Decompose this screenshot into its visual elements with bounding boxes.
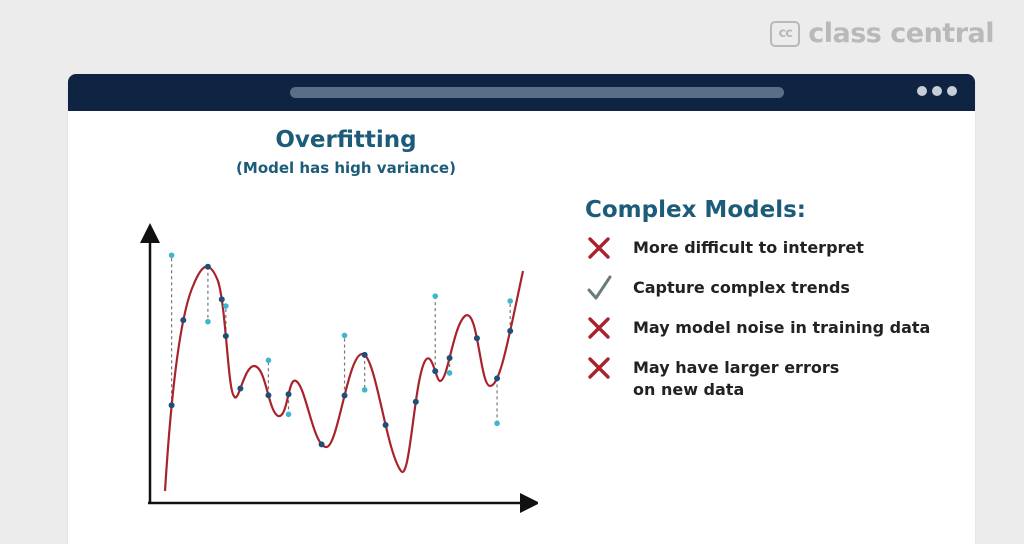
item-text: More difficult to interpret xyxy=(633,238,864,257)
training-point xyxy=(168,402,175,409)
training-point xyxy=(341,392,348,399)
test-point xyxy=(223,303,229,309)
test-point xyxy=(507,298,513,304)
training-point xyxy=(285,391,292,398)
test-point xyxy=(361,387,368,393)
cross-icon xyxy=(588,317,610,339)
training-point xyxy=(318,441,325,448)
diagram-title: Overfitting xyxy=(275,127,417,153)
overfit-curve xyxy=(163,265,525,492)
training-point xyxy=(218,296,225,303)
data-points xyxy=(168,252,514,448)
training-point xyxy=(382,422,389,429)
test-point xyxy=(168,252,175,259)
diagram-subtitle: (Model has high variance) xyxy=(236,159,456,177)
pro-con-item: More difficult to interpret xyxy=(585,237,965,262)
menu-dot xyxy=(917,86,927,96)
check-icon xyxy=(587,275,612,300)
test-point xyxy=(494,420,500,427)
menu-dot xyxy=(947,86,957,96)
training-point xyxy=(432,368,439,375)
test-point xyxy=(265,357,272,364)
training-point xyxy=(237,385,244,392)
brand-name: class central xyxy=(808,18,994,49)
training-point xyxy=(180,317,187,324)
test-point xyxy=(205,318,211,325)
pro-con-item: May have larger errors on new data xyxy=(585,357,965,401)
cross-icon xyxy=(588,357,610,379)
test-point xyxy=(432,293,439,299)
menu-dot xyxy=(932,86,942,96)
training-point xyxy=(361,351,368,358)
item-text: May model noise in training data xyxy=(633,318,931,337)
training-point xyxy=(473,335,480,342)
panel-title: Complex Models: xyxy=(585,197,806,223)
item-text: Capture complex trends xyxy=(633,278,850,297)
address-bar[interactable] xyxy=(290,87,784,98)
brand-badge-icon: cc xyxy=(770,20,801,47)
pro-con-item: May model noise in training data xyxy=(585,317,965,342)
cross-icon xyxy=(588,237,610,259)
diagram-heading: Overfitting (Model has high variance) xyxy=(68,127,624,177)
test-point xyxy=(341,332,348,339)
test-point xyxy=(446,370,453,376)
window-titlebar xyxy=(68,74,975,111)
training-point xyxy=(494,375,501,382)
training-point xyxy=(222,333,229,340)
pro-con-item: Capture complex trends xyxy=(585,275,965,302)
item-text: May have larger errors on new data xyxy=(633,358,840,399)
slide-content: Overfitting (Model has high variance) Co… xyxy=(68,111,975,544)
brand-logo: cc class central xyxy=(770,18,994,49)
complex-models-panel: Complex Models: More difficult to interp… xyxy=(585,197,965,416)
window-menu-icon[interactable] xyxy=(917,86,957,96)
training-point xyxy=(446,354,453,361)
overfitting-plot xyxy=(140,223,538,513)
training-point xyxy=(265,392,272,399)
residual-lines xyxy=(171,255,511,424)
browser-window: Overfitting (Model has high variance) Co… xyxy=(68,74,975,544)
training-point xyxy=(507,328,514,335)
training-point xyxy=(204,263,211,270)
training-point xyxy=(412,398,419,405)
test-point xyxy=(285,411,292,418)
